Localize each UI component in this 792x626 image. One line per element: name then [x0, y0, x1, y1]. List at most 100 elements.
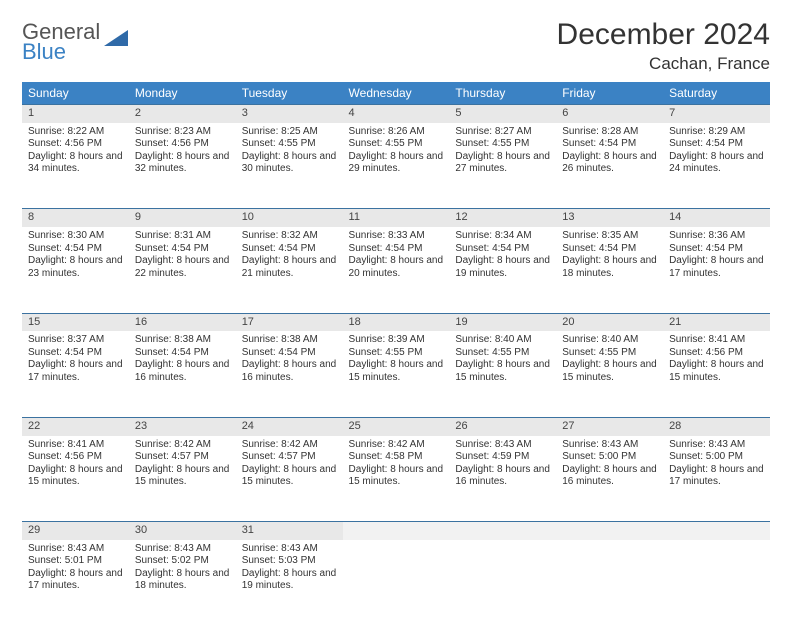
sunset-line: Sunset: 5:00 PM: [669, 451, 764, 464]
daylight-line: Daylight: 8 hours and 21 minutes.: [242, 255, 337, 280]
daylight-line: Daylight: 8 hours and 19 minutes.: [242, 568, 337, 593]
sunset-line: Sunset: 4:54 PM: [562, 138, 657, 151]
daylight-line: Daylight: 8 hours and 16 minutes.: [242, 359, 337, 384]
sunset-line: Sunset: 4:54 PM: [455, 243, 550, 256]
sunrise-line: Sunrise: 8:42 AM: [349, 439, 444, 452]
day-number: 23: [129, 418, 236, 436]
day-number: 5: [449, 105, 556, 123]
sunset-line: Sunset: 5:02 PM: [135, 555, 230, 568]
weekday-header: Friday: [556, 82, 663, 105]
daylight-line: Daylight: 8 hours and 15 minutes.: [242, 464, 337, 489]
sunset-line: Sunset: 4:57 PM: [135, 451, 230, 464]
sunset-line: Sunset: 4:54 PM: [28, 243, 123, 256]
day-cell: Sunrise: 8:29 AMSunset: 4:54 PMDaylight:…: [663, 123, 770, 182]
day-cell: Sunrise: 8:37 AMSunset: 4:54 PMDaylight:…: [22, 331, 129, 390]
day-number-empty: [556, 522, 663, 540]
sunset-line: Sunset: 4:55 PM: [349, 138, 444, 151]
sunrise-line: Sunrise: 8:36 AM: [669, 230, 764, 243]
day-number: 25: [343, 418, 450, 436]
day-cell: Sunrise: 8:43 AMSunset: 5:00 PMDaylight:…: [556, 436, 663, 495]
day-cell: Sunrise: 8:36 AMSunset: 4:54 PMDaylight:…: [663, 227, 770, 286]
sunset-line: Sunset: 4:55 PM: [562, 347, 657, 360]
weekday-header: Tuesday: [236, 82, 343, 105]
day-number: 28: [663, 418, 770, 436]
day-cell: Sunrise: 8:43 AMSunset: 5:01 PMDaylight:…: [22, 540, 129, 599]
day-cell: Sunrise: 8:38 AMSunset: 4:54 PMDaylight:…: [236, 331, 343, 390]
day-cell: Sunrise: 8:22 AMSunset: 4:56 PMDaylight:…: [22, 123, 129, 182]
day-number: 4: [343, 105, 450, 123]
day-number: 10: [236, 209, 343, 227]
sunset-line: Sunset: 4:54 PM: [242, 243, 337, 256]
sunset-line: Sunset: 4:54 PM: [135, 347, 230, 360]
sunset-line: Sunset: 4:56 PM: [669, 347, 764, 360]
sunrise-line: Sunrise: 8:22 AM: [28, 126, 123, 139]
day-cell-empty: [449, 540, 556, 549]
day-cell: Sunrise: 8:23 AMSunset: 4:56 PMDaylight:…: [129, 123, 236, 182]
daylight-line: Daylight: 8 hours and 15 minutes.: [349, 464, 444, 489]
day-cell: Sunrise: 8:40 AMSunset: 4:55 PMDaylight:…: [556, 331, 663, 390]
day-cell: Sunrise: 8:27 AMSunset: 4:55 PMDaylight:…: [449, 123, 556, 182]
weekday-header: Sunday: [22, 82, 129, 105]
sunrise-line: Sunrise: 8:35 AM: [562, 230, 657, 243]
daylight-line: Daylight: 8 hours and 23 minutes.: [28, 255, 123, 280]
daylight-line: Daylight: 8 hours and 18 minutes.: [135, 568, 230, 593]
day-cell: Sunrise: 8:33 AMSunset: 4:54 PMDaylight:…: [343, 227, 450, 286]
week-body-row: Sunrise: 8:43 AMSunset: 5:01 PMDaylight:…: [22, 540, 770, 626]
day-number: 30: [129, 522, 236, 540]
day-number: 18: [343, 314, 450, 332]
day-cell: Sunrise: 8:41 AMSunset: 4:56 PMDaylight:…: [663, 331, 770, 390]
day-cell-empty: [556, 540, 663, 549]
daylight-line: Daylight: 8 hours and 32 minutes.: [135, 151, 230, 176]
daylight-line: Daylight: 8 hours and 22 minutes.: [135, 255, 230, 280]
daylight-line: Daylight: 8 hours and 16 minutes.: [135, 359, 230, 384]
sunset-line: Sunset: 4:55 PM: [455, 138, 550, 151]
day-number: 9: [129, 209, 236, 227]
day-cell: Sunrise: 8:32 AMSunset: 4:54 PMDaylight:…: [236, 227, 343, 286]
daylight-line: Daylight: 8 hours and 20 minutes.: [349, 255, 444, 280]
week-daynum-row: 1234567: [22, 105, 770, 123]
sunrise-line: Sunrise: 8:29 AM: [669, 126, 764, 139]
brand-logo: General Blue: [22, 18, 128, 62]
week-daynum-row: 293031: [22, 522, 770, 540]
day-cell: Sunrise: 8:38 AMSunset: 4:54 PMDaylight:…: [129, 331, 236, 390]
day-cell-empty: [343, 540, 450, 549]
week-daynum-row: 891011121314: [22, 209, 770, 227]
week-daynum-row: 22232425262728: [22, 417, 770, 435]
sunset-line: Sunset: 4:55 PM: [349, 347, 444, 360]
sunrise-line: Sunrise: 8:42 AM: [242, 439, 337, 452]
day-number: 31: [236, 522, 343, 540]
sunrise-line: Sunrise: 8:25 AM: [242, 126, 337, 139]
daylight-line: Daylight: 8 hours and 17 minutes.: [28, 568, 123, 593]
day-cell: Sunrise: 8:28 AMSunset: 4:54 PMDaylight:…: [556, 123, 663, 182]
day-number: 26: [449, 418, 556, 436]
day-number: 15: [22, 314, 129, 332]
day-number: 19: [449, 314, 556, 332]
day-number: 24: [236, 418, 343, 436]
day-number-empty: [449, 522, 556, 540]
sunset-line: Sunset: 4:59 PM: [455, 451, 550, 464]
sunset-line: Sunset: 5:03 PM: [242, 555, 337, 568]
week-body-row: Sunrise: 8:41 AMSunset: 4:56 PMDaylight:…: [22, 436, 770, 522]
sunrise-line: Sunrise: 8:34 AM: [455, 230, 550, 243]
day-cell: Sunrise: 8:43 AMSunset: 5:00 PMDaylight:…: [663, 436, 770, 495]
daylight-line: Daylight: 8 hours and 15 minutes.: [135, 464, 230, 489]
day-cell: Sunrise: 8:39 AMSunset: 4:55 PMDaylight:…: [343, 331, 450, 390]
sunrise-line: Sunrise: 8:43 AM: [669, 439, 764, 452]
daylight-line: Daylight: 8 hours and 17 minutes.: [669, 255, 764, 280]
daylight-line: Daylight: 8 hours and 15 minutes.: [455, 359, 550, 384]
day-cell: Sunrise: 8:34 AMSunset: 4:54 PMDaylight:…: [449, 227, 556, 286]
sunrise-line: Sunrise: 8:40 AM: [562, 334, 657, 347]
day-number: 21: [663, 314, 770, 332]
sunset-line: Sunset: 4:54 PM: [669, 138, 764, 151]
day-cell: Sunrise: 8:42 AMSunset: 4:58 PMDaylight:…: [343, 436, 450, 495]
day-cell: Sunrise: 8:42 AMSunset: 4:57 PMDaylight:…: [129, 436, 236, 495]
sunrise-line: Sunrise: 8:41 AM: [28, 439, 123, 452]
day-cell: Sunrise: 8:25 AMSunset: 4:55 PMDaylight:…: [236, 123, 343, 182]
title-block: December 2024 Cachan, France: [557, 18, 770, 74]
sunrise-line: Sunrise: 8:40 AM: [455, 334, 550, 347]
sunrise-line: Sunrise: 8:31 AM: [135, 230, 230, 243]
day-number: 20: [556, 314, 663, 332]
daylight-line: Daylight: 8 hours and 30 minutes.: [242, 151, 337, 176]
weekday-header: Wednesday: [343, 82, 450, 105]
day-cell: Sunrise: 8:30 AMSunset: 4:54 PMDaylight:…: [22, 227, 129, 286]
